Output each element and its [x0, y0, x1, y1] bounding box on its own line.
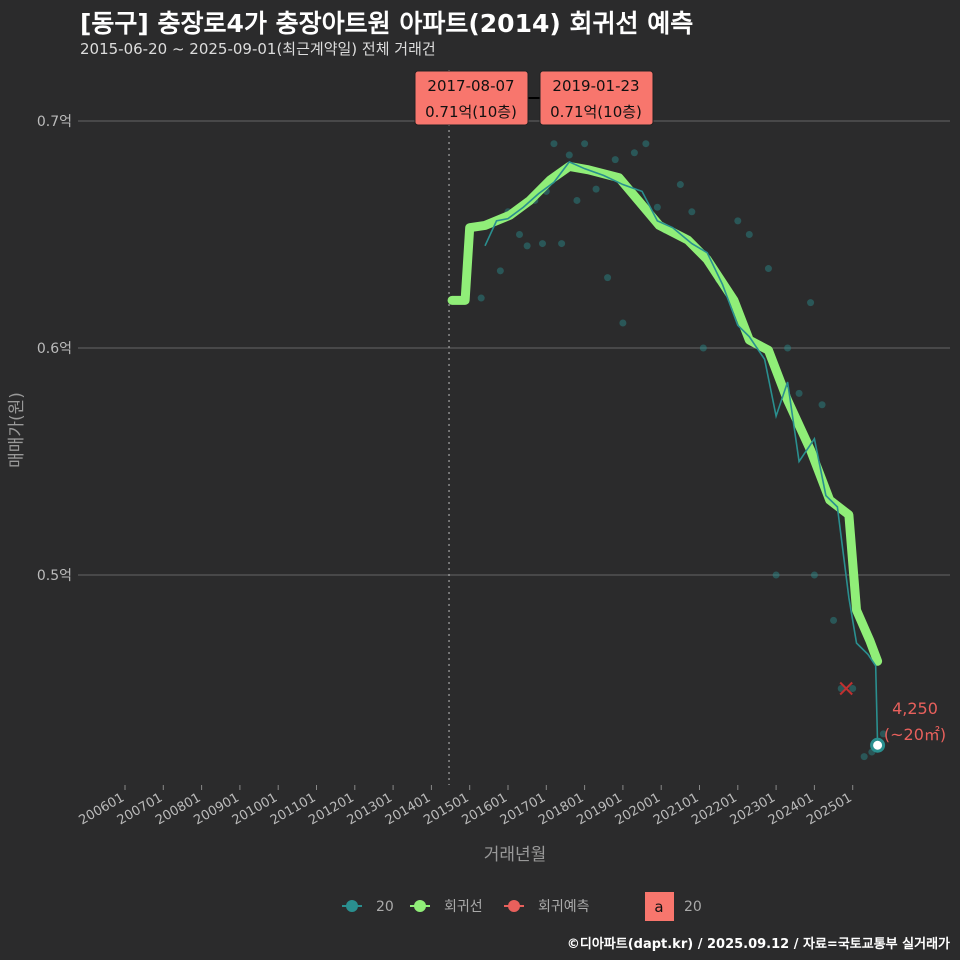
- scatter-point: [676, 181, 684, 189]
- scatter-point: [515, 231, 523, 238]
- scatter-point: [604, 274, 612, 282]
- scatter-point: [818, 401, 826, 409]
- legend-key-icon: [508, 900, 520, 912]
- y-axis-label: 매매가(원): [7, 392, 27, 468]
- annotation-date: 2019-01-23: [552, 77, 639, 95]
- latest-price-label: 4,250: [892, 699, 938, 718]
- scatter-point: [688, 208, 696, 216]
- caption: ©디아파트(dapt.kr) / 2025.09.12 / 자료=국토교통부 실…: [566, 937, 950, 952]
- scatter-point: [860, 753, 868, 761]
- legend-label-box-letter: a: [654, 898, 663, 916]
- legend-label: 회귀선: [444, 899, 483, 915]
- scatter-point: [642, 140, 650, 148]
- scatter-point: [699, 344, 707, 352]
- scatter-point: [830, 616, 838, 624]
- x-axis-label: 거래년월: [484, 845, 547, 865]
- scatter-point: [496, 267, 504, 275]
- scatter-point: [619, 319, 627, 327]
- scatter-point: [772, 571, 780, 579]
- y-tick-label: 0.5억: [37, 568, 72, 584]
- scatter-point: [807, 299, 815, 307]
- latest-area-label: (~20㎡): [884, 725, 946, 744]
- chart-title: [동구] 충장로4가 충장아트원 아파트(2014) 회귀선 예측: [80, 9, 694, 38]
- annotation-price: 0.71억(10층): [425, 103, 517, 121]
- scatter-point: [764, 265, 772, 273]
- scatter-point: [477, 294, 485, 302]
- scatter-point: [581, 140, 589, 148]
- legend-label: 20: [376, 899, 394, 915]
- legend-key-icon: [414, 900, 426, 912]
- legend-label: 20: [684, 899, 702, 915]
- scatter-point: [734, 217, 742, 225]
- prediction-marker: [839, 681, 853, 696]
- scatter-point: [810, 571, 818, 579]
- annotation-date: 2017-08-07: [427, 77, 514, 95]
- scatter-point: [538, 240, 546, 248]
- scatter-point: [630, 149, 638, 157]
- scatter-point: [565, 151, 573, 159]
- scatter-point: [550, 140, 558, 148]
- annotation-price: 0.71억(10층): [550, 103, 642, 121]
- scatter-point: [592, 185, 600, 193]
- y-tick-label: 0.6억: [37, 341, 72, 357]
- regression-line: [447, 161, 883, 666]
- scatter-point: [611, 156, 619, 164]
- scatter-point: [795, 389, 803, 397]
- legend-key-icon: [346, 900, 358, 912]
- scatter-point: [849, 685, 857, 692]
- legend-label-box: [645, 892, 674, 921]
- legend-label: 회귀예측: [538, 899, 590, 915]
- actual-price-line: [484, 160, 879, 746]
- scatter-point: [573, 196, 581, 204]
- scatter-point: [745, 231, 753, 238]
- scatter-point: [784, 344, 792, 352]
- annotation-box: [539, 70, 654, 126]
- scatter-point: [523, 242, 531, 250]
- scatter-point: [558, 240, 566, 248]
- latest-point: [870, 737, 886, 753]
- scatter-point: [879, 730, 887, 738]
- y-tick-label: 0.7억: [37, 114, 72, 130]
- annotation-box: [414, 70, 529, 126]
- scatter-point: [837, 685, 845, 692]
- scatter-point: [653, 203, 661, 211]
- chart-subtitle: 2015-06-20 ~ 2025-09-01(최근계약일) 전체 거래건: [80, 40, 436, 58]
